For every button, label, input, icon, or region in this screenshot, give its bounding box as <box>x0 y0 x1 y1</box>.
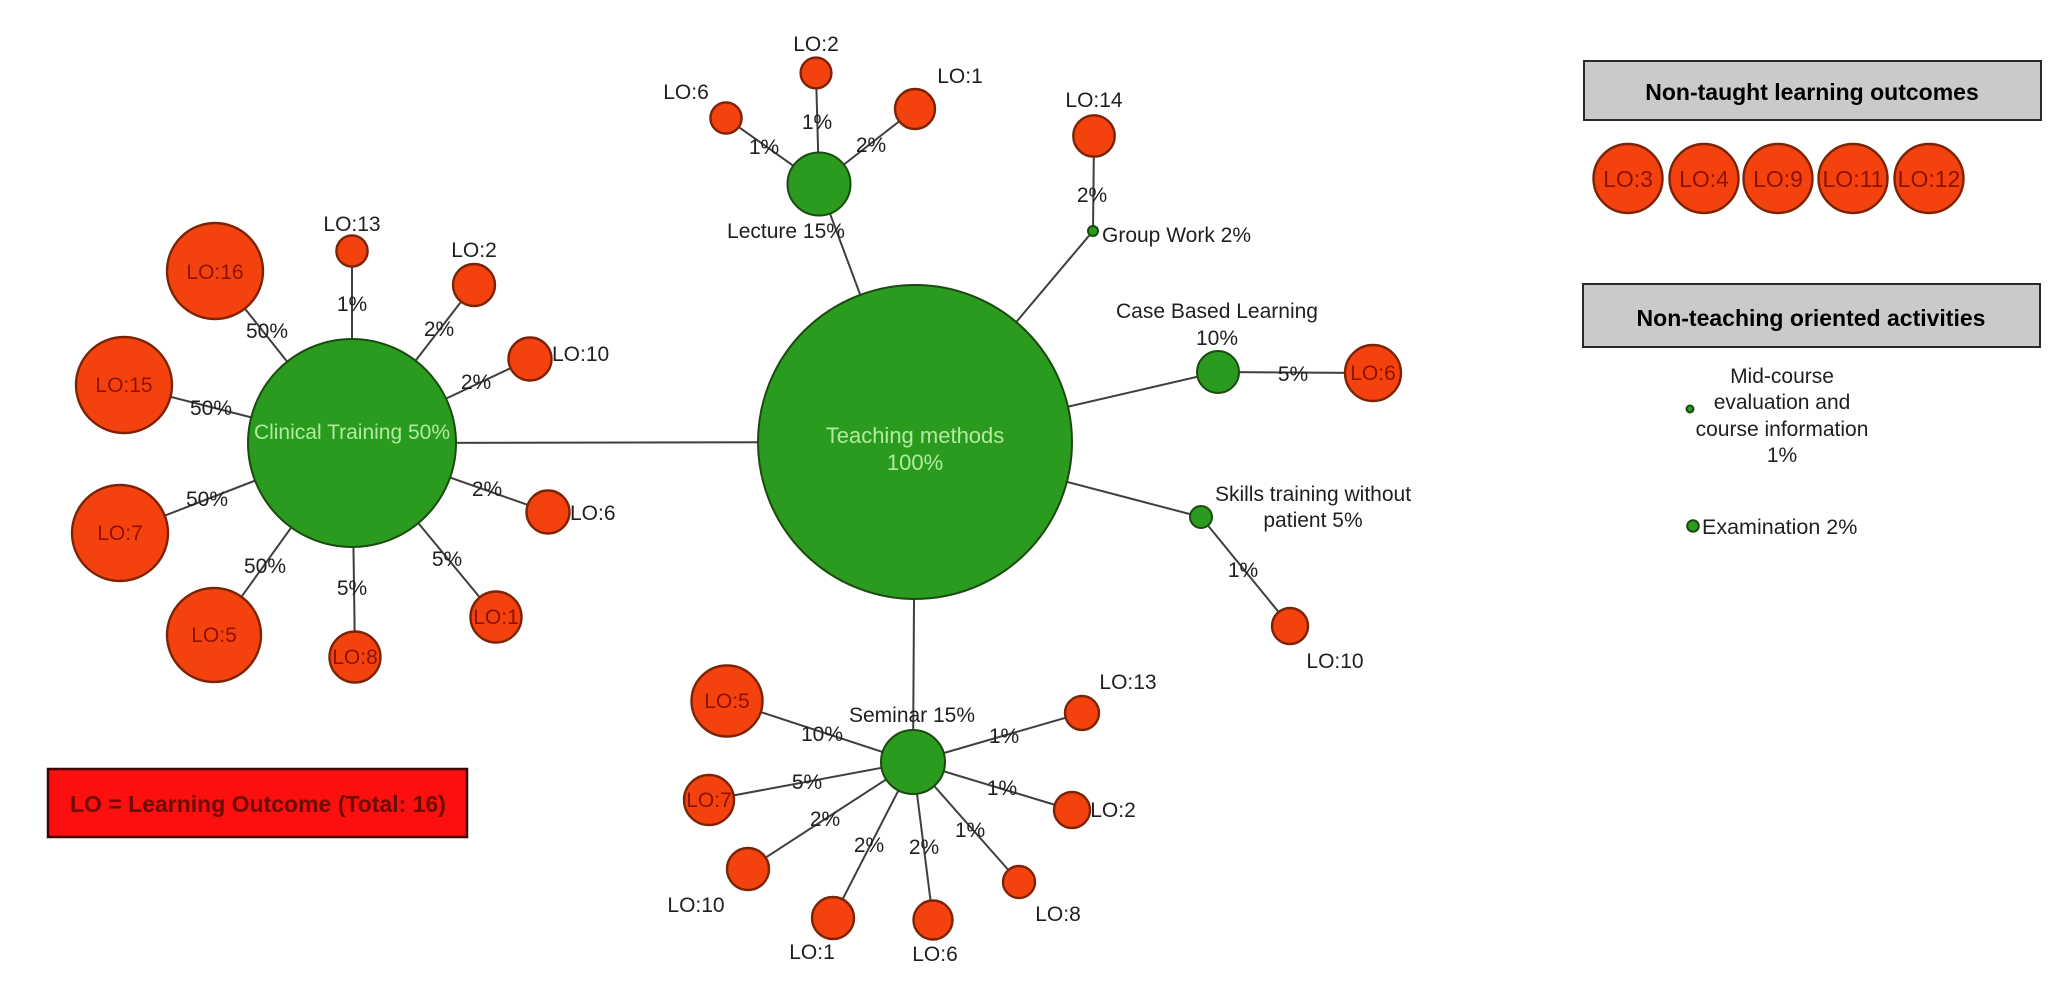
svg-text:LO:5: LO:5 <box>704 690 750 713</box>
svg-text:patient 5%: patient 5% <box>1263 509 1362 532</box>
svg-text:LO:8: LO:8 <box>1035 903 1081 926</box>
svg-text:LO:2: LO:2 <box>1090 799 1136 822</box>
svg-text:LO:10: LO:10 <box>552 343 609 366</box>
svg-text:LO:6: LO:6 <box>1350 362 1396 385</box>
svg-text:Case Based Learning: Case Based Learning <box>1116 300 1318 323</box>
svg-text:1%: 1% <box>802 111 832 134</box>
svg-text:2%: 2% <box>810 808 840 831</box>
svg-text:5%: 5% <box>792 771 822 794</box>
svg-text:LO:2: LO:2 <box>451 239 497 262</box>
svg-text:5%: 5% <box>337 577 367 600</box>
svg-text:LO:8: LO:8 <box>332 646 378 669</box>
svg-text:2%: 2% <box>1077 184 1107 207</box>
svg-text:Non-taught learning outcomes: Non-taught learning outcomes <box>1645 79 1979 105</box>
svg-text:Clinical Training 50%: Clinical Training 50% <box>254 421 450 444</box>
svg-text:course information: course information <box>1696 418 1869 441</box>
svg-text:LO:2: LO:2 <box>793 33 839 56</box>
svg-text:LO:7: LO:7 <box>97 522 143 545</box>
svg-text:1%: 1% <box>989 725 1019 748</box>
svg-text:50%: 50% <box>246 320 288 343</box>
svg-text:Teaching methods: Teaching methods <box>826 423 1005 448</box>
svg-text:50%: 50% <box>190 397 232 420</box>
svg-text:Group Work 2%: Group Work 2% <box>1102 224 1251 247</box>
svg-text:1%: 1% <box>337 293 367 316</box>
svg-text:10%: 10% <box>801 723 843 746</box>
svg-text:LO:10: LO:10 <box>667 894 724 917</box>
svg-text:50%: 50% <box>244 555 286 578</box>
svg-text:LO:14: LO:14 <box>1065 89 1123 112</box>
svg-text:Lecture 15%: Lecture 15% <box>727 220 845 243</box>
svg-text:2%: 2% <box>856 134 886 157</box>
svg-text:100%: 100% <box>887 450 943 475</box>
svg-text:LO:3: LO:3 <box>1603 166 1653 192</box>
svg-text:LO:1: LO:1 <box>473 606 519 629</box>
svg-text:LO:6: LO:6 <box>570 502 616 525</box>
svg-text:LO:4: LO:4 <box>1679 166 1729 192</box>
svg-text:1%: 1% <box>749 136 779 159</box>
svg-text:LO:1: LO:1 <box>937 65 983 88</box>
svg-text:2%: 2% <box>909 836 939 859</box>
svg-text:LO:7: LO:7 <box>686 789 732 812</box>
svg-text:1%: 1% <box>1228 559 1258 582</box>
svg-text:2%: 2% <box>461 371 491 394</box>
svg-text:Examination 2%: Examination 2% <box>1702 515 1857 539</box>
svg-text:LO = Learning Outcome (Total:: LO = Learning Outcome (Total: 16) <box>70 791 446 817</box>
svg-text:50%: 50% <box>186 488 228 511</box>
svg-text:evaluation and: evaluation and <box>1714 391 1851 414</box>
svg-text:2%: 2% <box>424 318 454 341</box>
svg-text:2%: 2% <box>472 478 502 501</box>
svg-text:Non-teaching oriented activiti: Non-teaching oriented activities <box>1637 305 1986 331</box>
svg-text:LO:15: LO:15 <box>95 374 152 397</box>
svg-text:LO:16: LO:16 <box>186 261 243 284</box>
svg-text:1%: 1% <box>987 777 1017 800</box>
svg-text:2%: 2% <box>854 834 884 857</box>
svg-text:LO:13: LO:13 <box>323 213 380 236</box>
svg-text:Seminar 15%: Seminar 15% <box>849 704 975 727</box>
svg-text:LO:1: LO:1 <box>789 941 835 964</box>
svg-text:LO:10: LO:10 <box>1306 650 1363 673</box>
svg-text:5%: 5% <box>1278 363 1308 386</box>
svg-text:LO:11: LO:11 <box>1823 166 1884 192</box>
svg-text:Skills training without: Skills training without <box>1215 483 1411 506</box>
svg-text:Mid-course: Mid-course <box>1730 365 1834 388</box>
svg-text:5%: 5% <box>432 548 462 571</box>
svg-text:LO:5: LO:5 <box>191 624 237 647</box>
svg-text:LO:9: LO:9 <box>1753 166 1803 192</box>
svg-text:1%: 1% <box>1767 444 1797 467</box>
svg-text:1%: 1% <box>955 819 985 842</box>
svg-text:LO:13: LO:13 <box>1099 671 1156 694</box>
svg-text:LO:6: LO:6 <box>912 943 958 966</box>
svg-text:10%: 10% <box>1196 327 1238 350</box>
svg-text:LO:6: LO:6 <box>663 81 709 104</box>
svg-text:LO:12: LO:12 <box>1898 166 1961 192</box>
